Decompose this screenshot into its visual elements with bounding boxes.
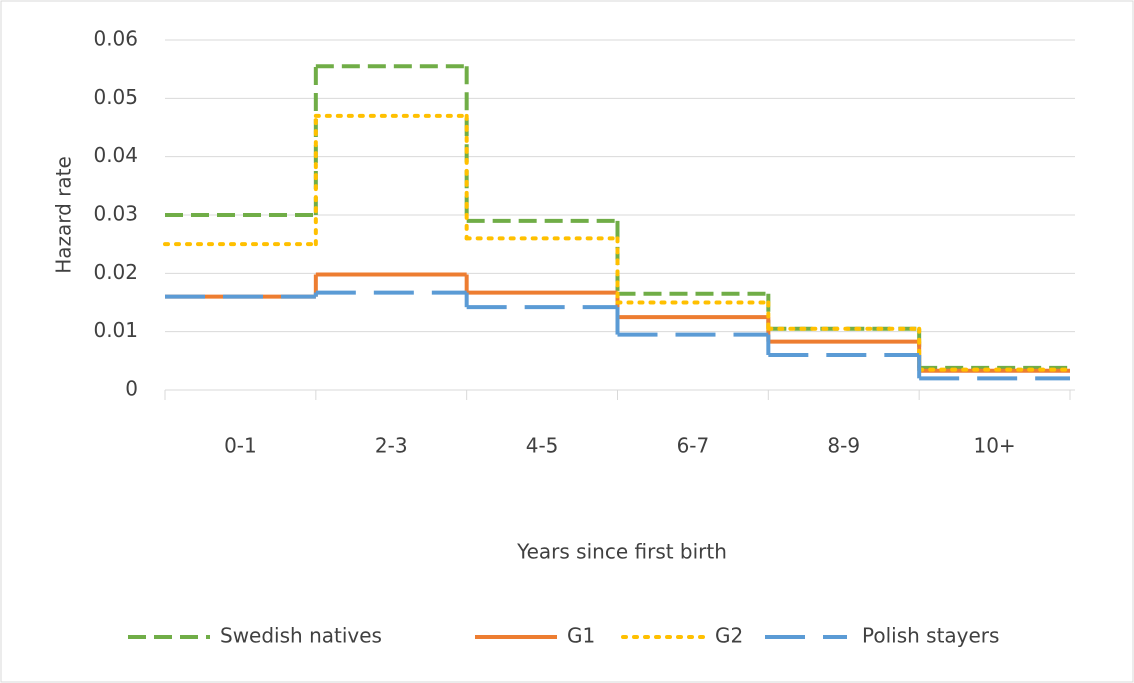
y-tick-label: 0.05 — [93, 85, 138, 109]
y-axis-label: Hazard rate — [52, 156, 76, 274]
y-tick-label: 0.04 — [93, 143, 138, 167]
y-tick-label: 0.03 — [93, 202, 138, 226]
legend-label: G1 — [567, 624, 595, 648]
legend-label: Swedish natives — [220, 624, 382, 648]
legend-label: G2 — [715, 624, 743, 648]
x-tick-label: 10+ — [973, 434, 1015, 458]
x-tick-label: 8-9 — [827, 434, 860, 458]
x-tick-label: 4-5 — [526, 434, 559, 458]
x-tick-label: 6-7 — [677, 434, 710, 458]
y-tick-label: 0 — [125, 377, 138, 401]
y-tick-label: 0.01 — [93, 318, 138, 342]
y-tick-label: 0.06 — [93, 27, 138, 51]
x-tick-label: 2-3 — [375, 434, 408, 458]
y-tick-label: 0.02 — [93, 260, 138, 284]
legend-label: Polish stayers — [862, 624, 999, 648]
x-tick-label: 0-1 — [224, 434, 257, 458]
x-axis-label: Years since first birth — [516, 540, 727, 564]
